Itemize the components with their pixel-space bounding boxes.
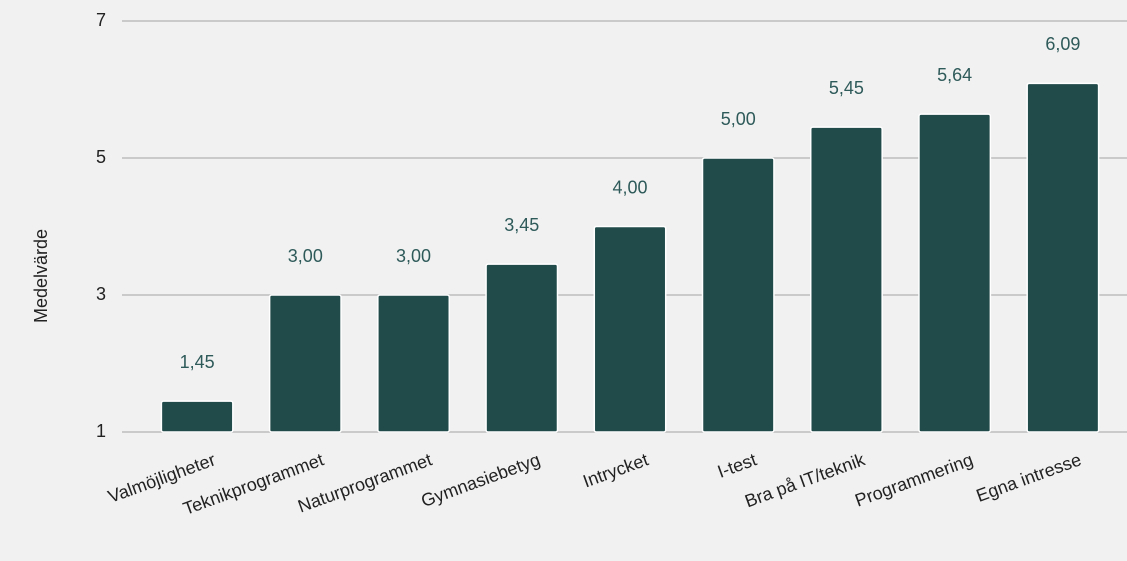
x-tick-label: Egna intresse: [974, 449, 1084, 505]
bar: [809, 126, 883, 433]
y-tick-label: 5: [96, 147, 106, 167]
value-label: 6,09: [1045, 34, 1080, 54]
bar: [593, 225, 667, 433]
value-label: 3,00: [396, 246, 431, 266]
value-label: 1,45: [180, 352, 215, 372]
y-tick-label: 1: [96, 421, 106, 441]
value-label: 5,00: [721, 109, 756, 129]
value-label: 3,00: [288, 246, 323, 266]
bar: [377, 294, 451, 433]
bar: [701, 157, 775, 433]
value-label: 5,64: [937, 65, 972, 85]
bar: [268, 294, 342, 433]
value-label: 5,45: [829, 78, 864, 98]
y-axis-label: Medelvärde: [31, 229, 51, 323]
x-tick-label: Gymnasiebetyg: [418, 449, 542, 511]
x-tick-label: Bra på IT/teknik: [742, 449, 868, 511]
x-tick-label: I-test: [715, 449, 759, 481]
bar: [918, 113, 992, 433]
x-tick-label: Programmering: [852, 449, 975, 510]
bar: [485, 263, 559, 433]
bar: [160, 400, 234, 433]
y-tick-label: 3: [96, 284, 106, 304]
y-tick-label: 7: [96, 10, 106, 30]
x-tick-label: Intrycket: [580, 449, 651, 491]
value-label: 4,00: [612, 177, 647, 197]
bar: [1026, 82, 1100, 433]
value-label: 3,45: [504, 215, 539, 235]
